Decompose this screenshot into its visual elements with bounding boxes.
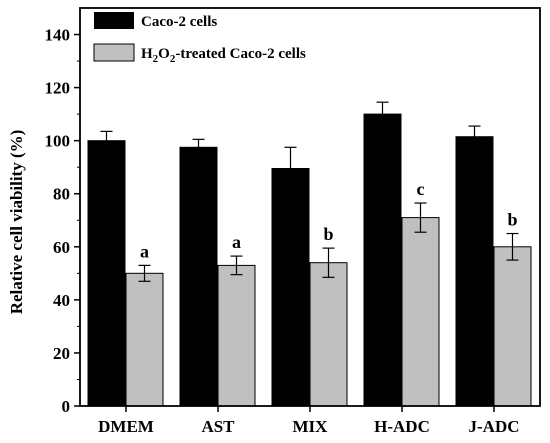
x-tick-label-h-adc: H-ADC (374, 417, 430, 436)
legend-swatch-h2o2 (93, 43, 135, 62)
y-tick-label-20: 20 (53, 344, 70, 363)
bar-j-adc-series2 (493, 246, 532, 407)
y-tick-label-60: 60 (53, 238, 70, 257)
y-tick-label-140: 140 (45, 26, 71, 45)
significance-label-j-adc: b (507, 210, 517, 230)
bar-mix-series2 (309, 262, 348, 407)
legend-label-h2o2-rest: -treated Caco-2 cells (175, 46, 306, 62)
legend-label-caco2: Caco-2 cells (141, 14, 217, 30)
bar-dmem-series2 (125, 272, 164, 407)
x-tick-label-dmem: DMEM (98, 417, 154, 436)
legend: Caco-2 cells H2O2-treated Caco-2 cells (93, 12, 306, 65)
bar-dmem-series1 (87, 140, 126, 407)
legend-swatch-caco2 (94, 12, 134, 29)
significance-label-mix: b (323, 224, 333, 244)
plot-frame (79, 7, 541, 407)
legend-label-h2o2-sub2: 2 (170, 53, 176, 65)
legend-label-h2o2-o: O (158, 46, 170, 62)
y-tick-label-40: 40 (53, 291, 70, 310)
chart-marks: a a b c b (87, 101, 532, 407)
y-tick-label-80: 80 (53, 185, 70, 204)
y-tick-label-100: 100 (45, 132, 71, 151)
y-tick-label-0: 0 (62, 397, 71, 416)
y-tick-label-120: 120 (45, 79, 71, 98)
significance-label-ast: a (232, 232, 241, 252)
y-axis-title: Relative cell viability (%) (7, 130, 26, 315)
x-tick-label-j-adc: J-ADC (469, 417, 520, 436)
chart-axes: DMEM AST MIX H-ADC J-ADC 0 20 40 60 80 100 120 140 (45, 7, 541, 436)
bar-ast-series2 (217, 264, 256, 407)
x-tick-label-ast: AST (201, 417, 235, 436)
bar-h-adc-series2 (401, 217, 440, 407)
significance-label-h-adc: c (417, 179, 425, 199)
legend-label-h2o2-h: H (141, 46, 153, 62)
legend-label-h2o2: H2O2-treated Caco-2 cells (141, 46, 306, 65)
bar-mix-series1 (271, 168, 310, 407)
legend-label-h2o2-sub1: 2 (153, 53, 159, 65)
bar-ast-series1 (179, 146, 218, 407)
bar-j-adc-series1 (455, 136, 494, 407)
significance-label-dmem: a (140, 241, 149, 261)
bar-h-adc-series1 (363, 113, 402, 407)
x-tick-label-mix: MIX (293, 417, 329, 436)
